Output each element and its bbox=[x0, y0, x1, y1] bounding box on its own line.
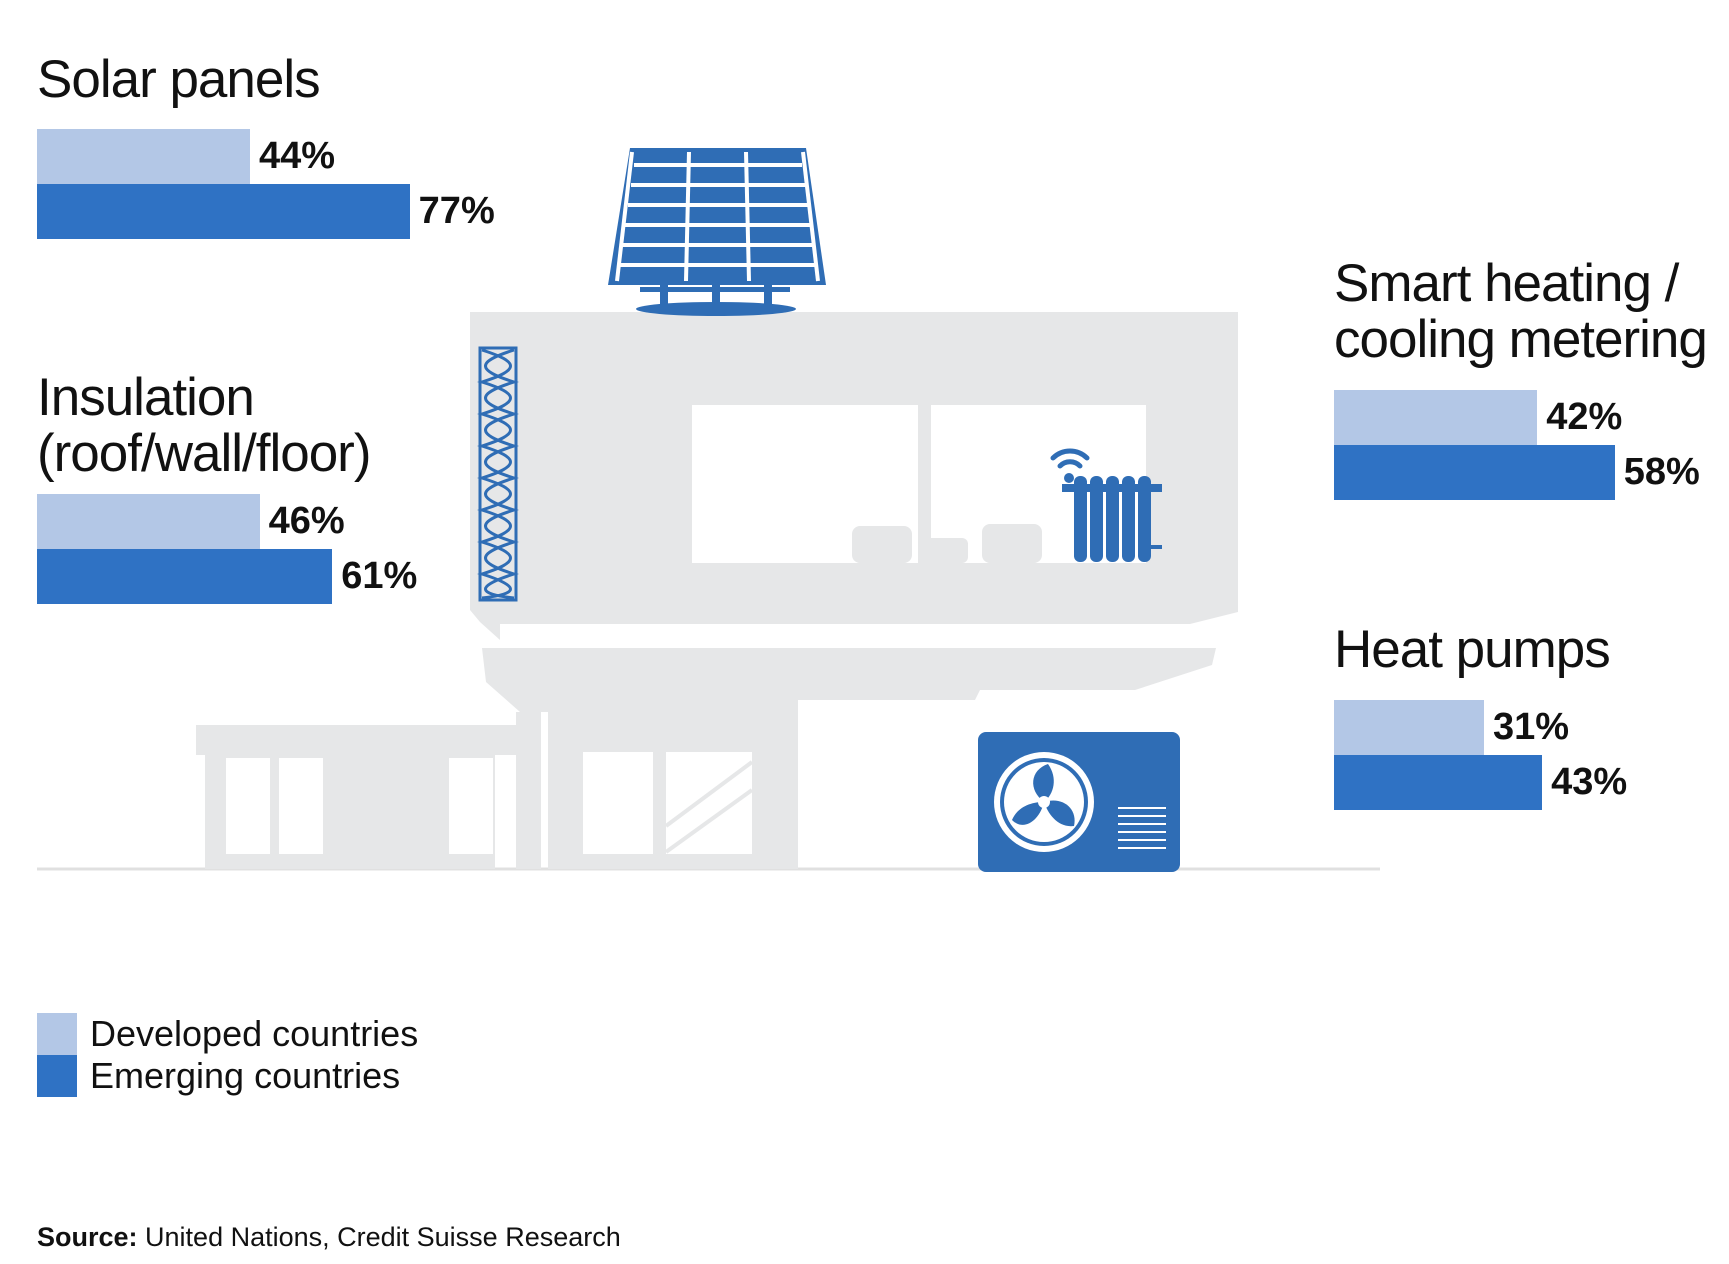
value-label-insulation-emerging: 61% bbox=[341, 555, 418, 597]
bar-heatpumps-developed bbox=[1334, 700, 1485, 755]
lower-windows bbox=[226, 752, 752, 854]
heat-pump-icon bbox=[978, 732, 1180, 872]
stairs-icon bbox=[664, 760, 754, 854]
bar-insulation-developed bbox=[37, 494, 260, 549]
value-label-smart-developed: 42% bbox=[1546, 396, 1623, 438]
bar-smart-developed bbox=[1334, 390, 1538, 445]
value-label-solar-developed: 44% bbox=[258, 135, 336, 177]
furniture-icon bbox=[852, 524, 1042, 563]
source-note: Source: United Nations, Credit Suisse Re… bbox=[37, 1222, 621, 1253]
radiator-icon bbox=[1062, 473, 1162, 562]
source-prefix: Source: bbox=[37, 1222, 138, 1252]
category-label-smart: Smart heating / bbox=[1334, 254, 1679, 313]
bar-smart-emerging bbox=[1334, 445, 1615, 500]
category-label-insulation: (roof/wall/floor) bbox=[37, 424, 371, 483]
bar-insulation-emerging bbox=[37, 549, 333, 604]
legend-swatch-emerging bbox=[37, 1055, 77, 1097]
legend-label-developed: Developed countries bbox=[90, 1013, 419, 1054]
bar-heatpumps-emerging bbox=[1334, 755, 1543, 810]
solar-panel-icon bbox=[608, 148, 826, 316]
category-label-insulation: Insulation bbox=[37, 368, 255, 427]
source-text: United Nations, Credit Suisse Research bbox=[137, 1222, 621, 1252]
value-label-heatpumps-developed: 31% bbox=[1493, 706, 1570, 748]
category-label-smart: cooling metering bbox=[1334, 310, 1708, 369]
wifi-icon bbox=[1050, 448, 1090, 469]
bar-solar-developed bbox=[37, 129, 250, 184]
legend-label-emerging: Emerging countries bbox=[90, 1055, 401, 1096]
category-label-solar: Solar panels bbox=[37, 50, 321, 109]
value-label-heatpumps-emerging: 43% bbox=[1551, 761, 1628, 803]
bar-solar-emerging bbox=[37, 184, 410, 239]
value-label-insulation-developed: 46% bbox=[268, 500, 345, 542]
solar-panel-grid bbox=[615, 151, 820, 282]
legend-swatch-developed bbox=[37, 1013, 77, 1055]
category-label-heatpumps: Heat pumps bbox=[1334, 620, 1611, 679]
value-label-solar-emerging: 77% bbox=[418, 190, 495, 232]
insulation-icon bbox=[477, 346, 519, 602]
value-label-smart-emerging: 58% bbox=[1623, 451, 1700, 493]
